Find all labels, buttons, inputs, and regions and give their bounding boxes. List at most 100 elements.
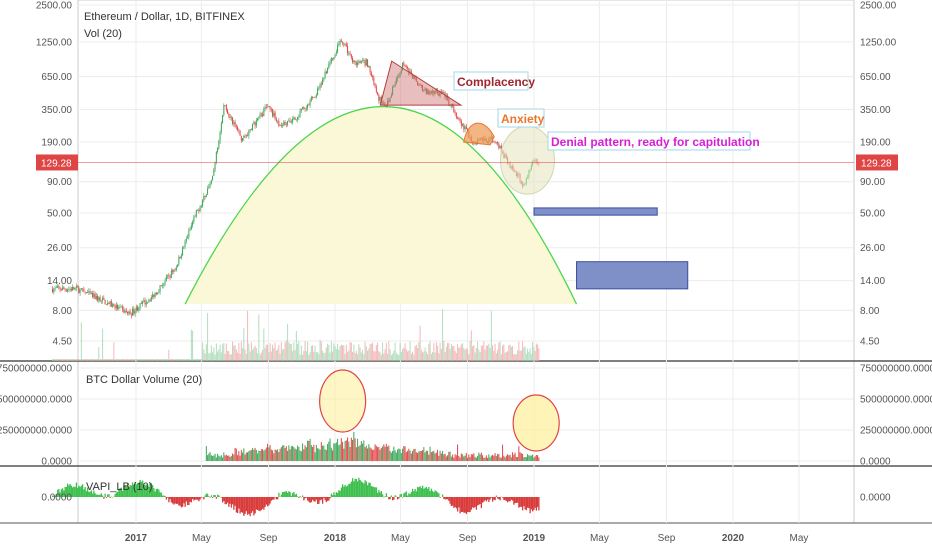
vapi-bar xyxy=(503,497,505,500)
price-candle-body xyxy=(140,303,142,304)
btc-volume-bar xyxy=(329,438,331,461)
btc-volume-bar xyxy=(387,446,389,461)
price-candle-body xyxy=(364,60,366,66)
vapi-bar xyxy=(281,492,284,497)
price-volume-bar xyxy=(283,349,285,361)
price-candle-body xyxy=(339,40,341,45)
price-candle-body xyxy=(400,70,402,73)
price-volume-bar xyxy=(467,349,469,361)
price-candle-body xyxy=(168,275,170,277)
vapi-bar xyxy=(480,497,483,509)
vapi-bar xyxy=(410,491,413,497)
price-candle-body xyxy=(435,90,437,92)
vapi-bar xyxy=(99,494,101,497)
btc-volume-bar xyxy=(358,446,360,461)
price-volume-bar xyxy=(367,350,369,361)
volume-tick-right: 250000000.0000 xyxy=(860,426,932,437)
price-candle-body xyxy=(414,75,416,79)
price-candle-body xyxy=(134,310,136,314)
price-volume-bar xyxy=(109,359,111,361)
price-volume-bar xyxy=(194,359,196,361)
btc-volume-bar xyxy=(424,452,426,461)
btc-volume-bar xyxy=(280,447,282,461)
price-candle-body xyxy=(432,90,434,93)
btc-volume-bar xyxy=(352,439,354,461)
price-candle-body xyxy=(228,113,230,116)
price-candle-body xyxy=(334,54,336,58)
price-volume-bar xyxy=(188,359,190,361)
price-volume-bar xyxy=(388,341,390,361)
price-volume-bar xyxy=(279,353,281,361)
vapi-bar xyxy=(448,497,450,501)
vapi-bar xyxy=(370,486,373,497)
vapi-bar xyxy=(458,497,460,508)
vapi-bar xyxy=(210,495,213,497)
vapi-bar xyxy=(495,495,498,497)
btc-volume-bar xyxy=(397,449,399,461)
btc-volume-bar xyxy=(378,446,380,461)
price-volume-bar xyxy=(362,349,364,361)
price-volume-bar xyxy=(144,359,146,361)
vapi-bar xyxy=(55,493,58,497)
btc-volume-bar xyxy=(314,452,316,461)
price-candle-body xyxy=(159,285,161,292)
price-volume-bar xyxy=(503,344,505,361)
price-tick-left: 190.00 xyxy=(41,138,72,149)
vapi-bar xyxy=(530,497,533,510)
price-candle-body xyxy=(327,68,329,74)
btc-volume-bar xyxy=(428,454,430,461)
btc-volume-bar xyxy=(215,457,217,461)
btc-volume-bar xyxy=(517,456,519,461)
btc-volume-bar xyxy=(345,440,347,461)
price-candle-body xyxy=(277,120,279,122)
price-candle-body xyxy=(495,142,497,143)
price-tick-left: 90.00 xyxy=(47,177,72,188)
price-candle-body xyxy=(289,120,291,123)
price-candle-body xyxy=(202,200,204,206)
btc-volume-bar xyxy=(519,452,521,461)
price-volume-bar xyxy=(343,345,345,361)
vapi-bar xyxy=(260,497,263,511)
price-candle-body xyxy=(138,308,140,311)
price-volume-bar xyxy=(284,342,286,361)
vapi-bar xyxy=(450,497,453,507)
price-candle-body xyxy=(447,95,449,100)
price-candle-body xyxy=(93,293,95,298)
vapi-bar xyxy=(528,497,530,509)
price-volume-bar xyxy=(424,347,426,361)
price-candle-body xyxy=(382,102,384,104)
vapi-bar xyxy=(229,497,231,504)
price-volume-bar xyxy=(490,311,492,361)
price-candle-body xyxy=(463,124,465,130)
price-volume-bar xyxy=(439,342,441,361)
vapi-bar xyxy=(415,491,418,497)
vapi-bar xyxy=(84,486,86,497)
btc-volume-bar xyxy=(368,444,370,461)
vapi-bar xyxy=(194,497,196,500)
price-candle-body xyxy=(164,280,166,284)
btc-volume-bar xyxy=(379,449,381,461)
price-candle-body xyxy=(55,287,57,289)
price-volume-bar xyxy=(477,341,479,361)
price-candle-body xyxy=(190,225,192,230)
price-candle-body xyxy=(62,287,64,291)
price-volume-bar xyxy=(190,329,192,361)
price-volume-bar xyxy=(93,359,95,361)
price-volume-bar xyxy=(423,351,425,361)
btc-volume-bar xyxy=(449,451,451,461)
price-candle-body xyxy=(99,297,101,302)
vapi-bar xyxy=(205,493,208,497)
vapi-bar xyxy=(305,497,308,498)
vapi-bar xyxy=(455,497,458,509)
price-candle-body xyxy=(254,122,256,126)
price-candle-body xyxy=(184,240,186,247)
price-volume-bar xyxy=(299,354,301,361)
price-candle-body xyxy=(368,65,370,67)
vapi-bar xyxy=(159,492,161,497)
vapi-bar xyxy=(405,491,408,497)
btc-volume-bar xyxy=(325,449,327,461)
price-volume-bar xyxy=(88,359,90,361)
btc-volume-bar xyxy=(395,452,397,461)
price-volume-bar xyxy=(274,342,276,361)
vapi-tick-left: 0.0000 xyxy=(41,493,72,504)
